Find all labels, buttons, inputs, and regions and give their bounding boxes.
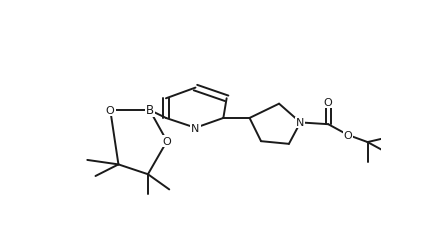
Text: O: O	[343, 130, 352, 140]
Text: N: N	[296, 118, 305, 128]
Text: B: B	[146, 104, 154, 117]
Text: N: N	[191, 123, 200, 133]
Text: O: O	[106, 105, 115, 116]
Text: O: O	[324, 97, 332, 107]
Text: O: O	[162, 137, 171, 146]
